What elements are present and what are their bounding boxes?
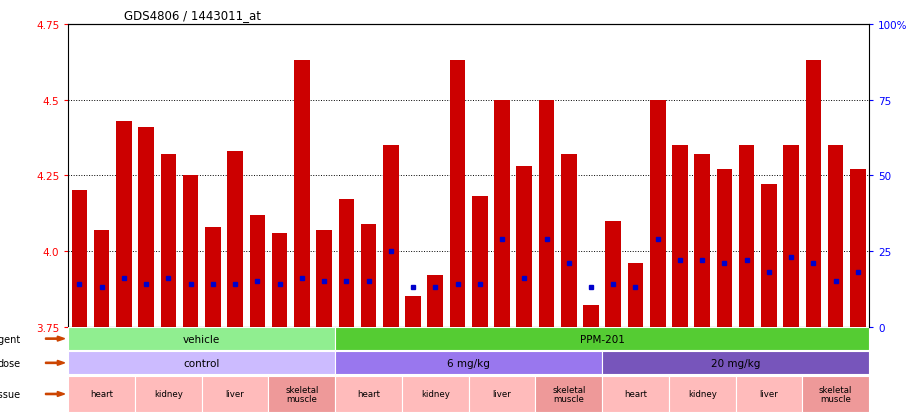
Text: PPM-201: PPM-201 — [580, 334, 624, 344]
Text: heart: heart — [624, 389, 647, 399]
Text: tissue: tissue — [0, 389, 21, 399]
Bar — [539, 100, 554, 327]
Bar — [583, 306, 599, 327]
Bar — [602, 351, 869, 375]
Bar — [405, 297, 420, 327]
Bar — [805, 61, 821, 327]
Bar — [735, 376, 803, 412]
Bar — [335, 351, 602, 375]
Bar — [472, 197, 488, 327]
Text: 20 mg/kg: 20 mg/kg — [711, 358, 760, 368]
Bar — [739, 145, 754, 327]
Text: GDS4806 / 1443011_at: GDS4806 / 1443011_at — [125, 9, 261, 22]
Bar — [202, 376, 268, 412]
Bar — [717, 170, 733, 327]
Bar — [402, 376, 469, 412]
Text: agent: agent — [0, 334, 21, 344]
Bar — [672, 145, 688, 327]
Bar — [628, 263, 643, 327]
Bar — [850, 170, 865, 327]
Text: heart: heart — [90, 389, 113, 399]
Bar — [72, 191, 87, 327]
Bar — [335, 327, 869, 350]
Bar — [669, 376, 735, 412]
Text: liver: liver — [760, 389, 778, 399]
Bar — [116, 121, 132, 327]
Bar — [183, 176, 198, 327]
Bar — [803, 376, 869, 412]
Bar — [272, 233, 288, 327]
Text: kidney: kidney — [420, 389, 450, 399]
Text: dose: dose — [0, 358, 21, 368]
Text: vehicle: vehicle — [183, 334, 220, 344]
Text: skeletal
muscle: skeletal muscle — [819, 385, 853, 403]
Bar — [335, 376, 402, 412]
Bar — [694, 154, 710, 327]
Bar — [94, 230, 109, 327]
Bar — [68, 376, 135, 412]
Text: heart: heart — [357, 389, 380, 399]
Text: control: control — [184, 358, 220, 368]
Bar — [360, 224, 377, 327]
Bar — [517, 167, 532, 327]
Text: kidney: kidney — [154, 389, 183, 399]
Text: kidney: kidney — [688, 389, 717, 399]
Bar — [605, 221, 621, 327]
Bar — [135, 376, 202, 412]
Bar — [650, 100, 665, 327]
Bar — [450, 61, 465, 327]
Bar — [268, 376, 335, 412]
Bar — [561, 154, 577, 327]
Bar — [294, 61, 309, 327]
Bar — [160, 154, 177, 327]
Bar — [784, 145, 799, 327]
Bar — [138, 128, 154, 327]
Bar — [761, 185, 777, 327]
Bar — [68, 327, 335, 350]
Text: liver: liver — [226, 389, 245, 399]
Bar — [469, 376, 535, 412]
Bar — [383, 145, 399, 327]
Bar — [317, 230, 332, 327]
Bar — [494, 100, 510, 327]
Bar — [535, 376, 602, 412]
Text: liver: liver — [492, 389, 511, 399]
Bar — [205, 227, 220, 327]
Bar — [828, 145, 844, 327]
Bar — [68, 351, 335, 375]
Text: 6 mg/kg: 6 mg/kg — [447, 358, 490, 368]
Bar — [228, 152, 243, 327]
Text: skeletal
muscle: skeletal muscle — [285, 385, 318, 403]
Bar — [428, 275, 443, 327]
Bar — [339, 200, 354, 327]
Text: skeletal
muscle: skeletal muscle — [552, 385, 585, 403]
Bar — [602, 376, 669, 412]
Bar — [249, 215, 265, 327]
